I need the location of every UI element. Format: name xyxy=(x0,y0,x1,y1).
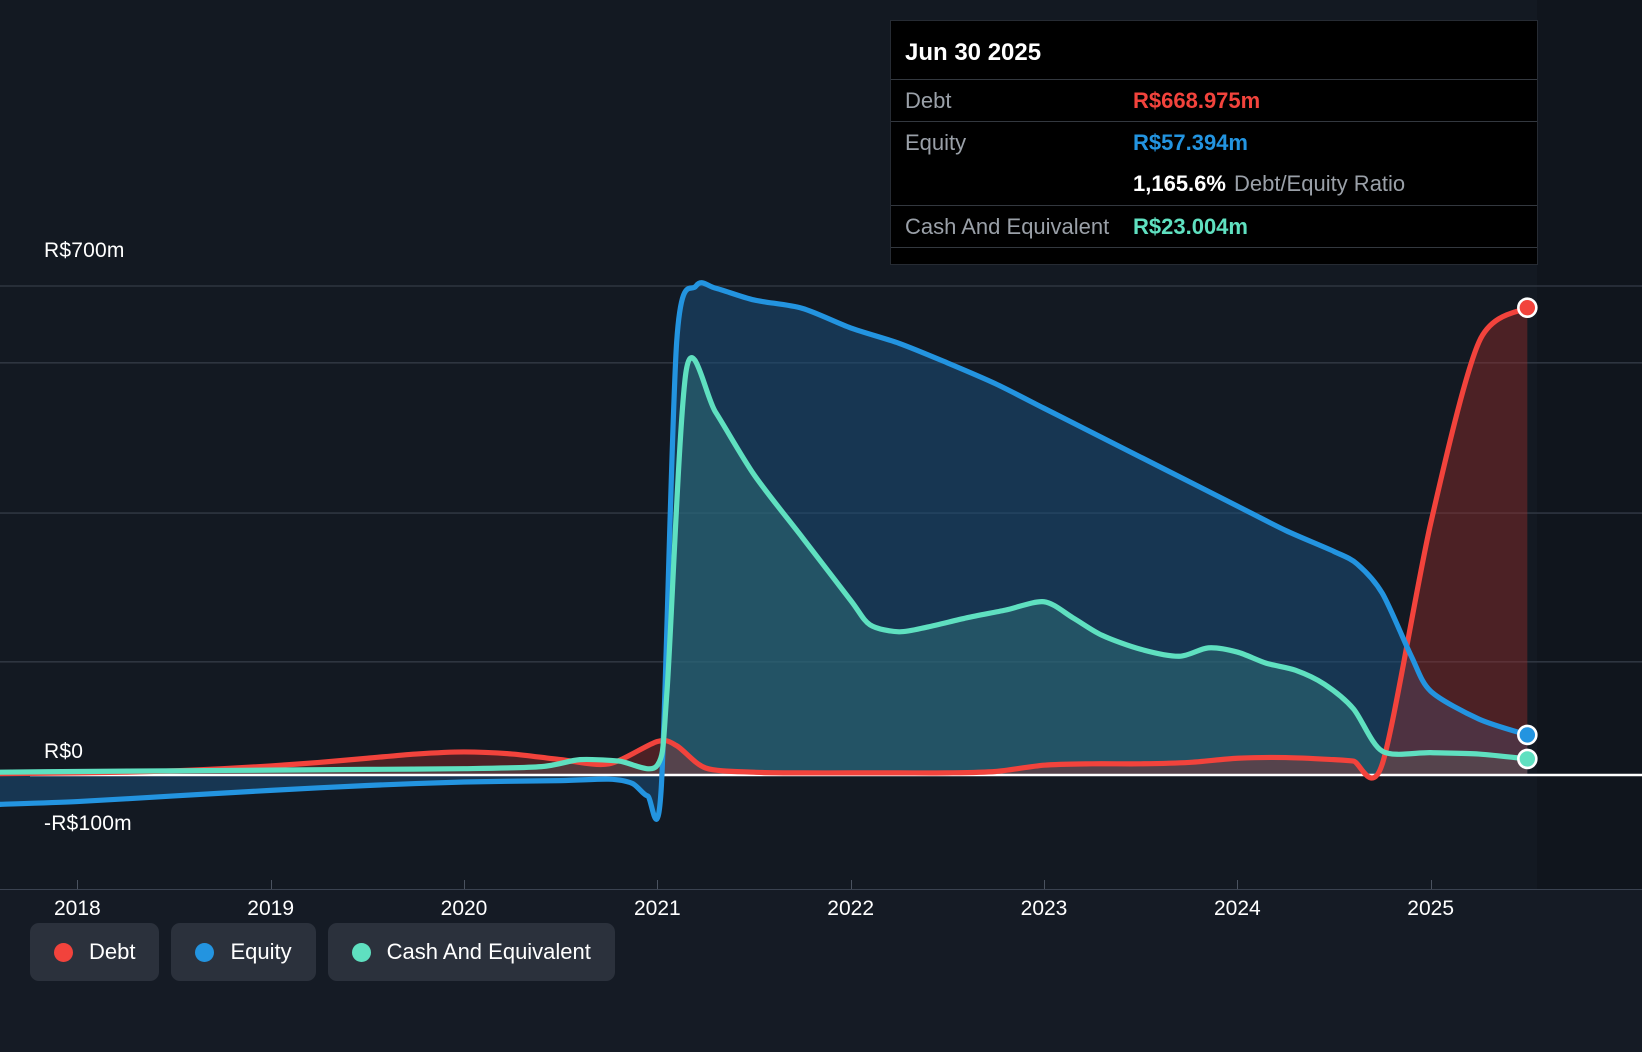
x-axis-tick-label: 2024 xyxy=(1213,897,1261,920)
tooltip-row-ratio: 1,165.6% Debt/Equity Ratio xyxy=(891,163,1537,205)
x-axis-tick xyxy=(270,880,272,889)
y-axis-label-bottom: -R$100m xyxy=(44,812,132,835)
x-axis-tick xyxy=(850,880,852,889)
legend-item-label: Debt xyxy=(89,939,136,964)
y-axis-label-top: R$700m xyxy=(44,239,125,262)
x-axis-tick xyxy=(77,880,79,889)
chart-legend: Debt Equity Cash And Equivalent xyxy=(30,923,615,981)
data-tooltip: Jun 30 2025 Debt R$668.975m Equity R$57.… xyxy=(890,20,1538,265)
x-axis-tick xyxy=(464,880,465,889)
tooltip-value-cash: R$23.004m xyxy=(1133,213,1248,239)
tooltip-label-cash: Cash And Equivalent xyxy=(905,213,1110,239)
legend-item-debt[interactable]: Debt xyxy=(30,923,160,981)
legend-color-dot-icon xyxy=(351,942,371,962)
x-axis-line xyxy=(0,889,1642,890)
tooltip-row-cash: Cash And Equivalent R$23.004m xyxy=(891,205,1537,247)
x-axis-tick xyxy=(1237,880,1239,889)
legend-item-label: Cash And Equivalent xyxy=(386,939,591,964)
tooltip-value-equity: R$57.394m xyxy=(1133,129,1248,155)
x-axis-tick-label: 2018 xyxy=(53,897,101,920)
x-axis-tick xyxy=(657,880,659,889)
tooltip-row-equity: Equity R$57.394m xyxy=(891,121,1537,163)
tooltip-label-equity: Equity xyxy=(905,129,967,155)
tooltip-date: Jun 30 2025 xyxy=(905,39,1042,66)
x-axis-tick xyxy=(1430,880,1432,889)
x-axis-tick-label: 2019 xyxy=(247,897,295,920)
tooltip-footer-divider xyxy=(891,247,1537,256)
legend-item-equity[interactable]: Equity xyxy=(171,923,316,981)
x-axis-tick-label: 2020 xyxy=(440,897,488,920)
y-axis-label-zero: R$0 xyxy=(44,740,84,763)
legend-color-dot-icon xyxy=(195,942,215,962)
legend-color-dot-icon xyxy=(54,942,73,962)
tooltip-value-debt: R$668.975m xyxy=(1133,87,1261,113)
tooltip-label-ratio: Debt/Equity Ratio xyxy=(1233,171,1406,196)
tooltip-value-ratio: 1,165.6% xyxy=(1133,171,1226,196)
x-axis-tick xyxy=(1044,880,1045,889)
x-axis-tick-label: 2025 xyxy=(1407,897,1455,920)
tooltip-row-debt: Debt R$668.975m xyxy=(891,79,1537,121)
legend-item-cash-and-equivalent[interactable]: Cash And Equivalent xyxy=(327,923,615,981)
tooltip-label-debt: Debt xyxy=(905,87,952,113)
x-axis-tick-label: 2023 xyxy=(1020,897,1068,920)
x-axis-tick-label: 2021 xyxy=(633,897,681,920)
legend-item-label: Equity xyxy=(230,939,292,964)
x-axis-tick-label: 2022 xyxy=(827,897,875,920)
